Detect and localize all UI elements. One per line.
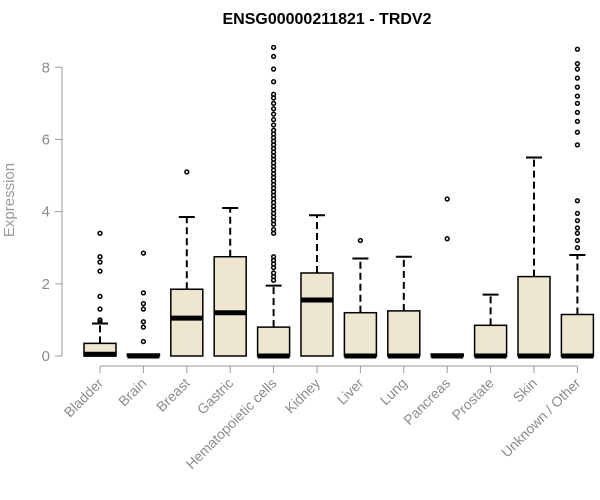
box-body [473,324,508,357]
outlier-point [97,317,103,323]
box-gastric [213,207,247,357]
outlier-point [97,306,103,312]
y-tick-label: 2 [42,276,50,293]
outlier-point [574,118,581,125]
outlier-point [97,230,103,236]
outlier-point [140,290,147,296]
y-tick-label: 6 [42,131,50,148]
box-group [83,44,595,359]
box-prostate [473,293,508,359]
box-breast [170,169,204,357]
outlier-point [574,61,581,67]
box-kidney [300,214,334,357]
outlier-point [97,268,103,274]
box-body [170,288,204,357]
outlier-point [140,319,147,325]
box-unknown-other [560,46,595,359]
outlier-point [270,116,277,123]
box-body [256,326,291,357]
y-axis-label: Expression [1,163,18,237]
outlier-point [270,66,277,72]
x-tick-label: Pancreas [400,375,453,428]
outlier-point [270,44,277,51]
outlier-point [97,254,103,260]
x-tick-label: Gastric [194,375,237,418]
outlier-point [270,91,277,97]
x-tick-label: Skin [510,375,541,406]
outlier-point [574,75,581,81]
outlier-point [270,227,277,233]
outlier-point [574,84,581,90]
x-tick-label: Bladder [61,375,107,421]
box-body [213,255,247,357]
outlier-point [444,196,450,202]
outlier-point [574,93,581,99]
outlier-point [444,236,450,242]
x-tick-label: Kidney [282,375,324,417]
x-tick-label: Prostate [449,375,497,423]
box-bladder [83,230,117,357]
outlier-point [140,306,147,312]
outlier-point [270,270,277,276]
box-body [387,310,421,357]
outlier-point [574,237,581,244]
box-brain [126,250,161,359]
outlier-point [574,109,581,116]
outlier-point [574,100,581,107]
outlier-point [574,210,581,217]
outlier-point [184,169,190,175]
box-pancreas [430,196,464,359]
box-body [517,275,551,357]
y-tick-label: 0 [42,348,50,365]
y-axis: 0 2 4 6 8 [42,59,63,365]
outlier-point [574,230,581,236]
box-liver [343,237,378,359]
outlier-point [270,254,277,260]
outlier-point [140,301,147,307]
x-tick-label: Brain [115,375,149,409]
outlier-point [574,218,581,224]
outlier-point [97,293,103,300]
outlier-point [97,259,103,265]
outlier-point [574,142,581,148]
x-tick-label: Lung [377,375,410,408]
y-tick-label: 4 [42,204,50,221]
outlier-point [270,127,277,134]
chart-title: ENSG00000211821 - TRDV2 [222,11,431,28]
outlier-point [574,66,581,72]
outlier-point [270,53,277,60]
box-skin [517,156,551,359]
box-body [300,272,334,357]
outlier-point [574,225,581,231]
outlier-point [574,129,581,135]
outlier-point [270,111,277,117]
outlier-point [140,250,147,256]
box-body [343,311,378,357]
outlier-point [140,324,147,330]
x-tick-label: Unknown / Other [498,375,584,461]
y-tick-label: 8 [42,59,50,76]
outlier-point [270,122,277,128]
outlier-point [574,198,581,204]
outlier-point [357,237,364,244]
x-tick-label: Breast [153,375,193,415]
outlier-point [574,245,581,251]
box-lung [387,255,421,359]
outlier-point [270,79,277,85]
box-hematopoietic-cells [256,44,291,359]
outlier-point [270,106,277,112]
outlier-point [140,338,147,345]
x-tick-label: Liver [334,375,367,408]
box-body [560,313,595,357]
outlier-point [574,46,581,52]
outlier-point [270,100,277,107]
